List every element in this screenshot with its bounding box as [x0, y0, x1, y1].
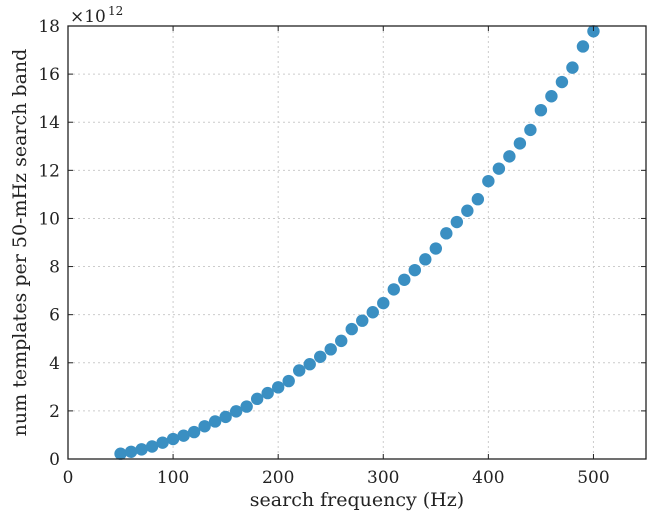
data-point: [261, 386, 274, 400]
y-tick-label: 14: [38, 113, 60, 133]
data-point: [250, 392, 264, 406]
grid-lines: [68, 26, 646, 459]
data-point: [492, 162, 506, 175]
data-point: [293, 364, 306, 377]
data-point: [198, 420, 211, 433]
data-point: [513, 137, 527, 150]
x-axis-ticks: 0 100 200 300 400 500: [63, 26, 610, 488]
y-axis-ticks: 0 2 4 6 8 10 12 14 16 18: [38, 17, 646, 470]
y-axis-label: num templates per 50-mHz search band: [9, 49, 31, 437]
data-point: [356, 314, 369, 327]
data-point: [345, 322, 358, 336]
data-point: [177, 429, 190, 442]
x-tick-label: 500: [577, 468, 609, 488]
data-point: [429, 242, 443, 255]
data-point: [366, 306, 379, 319]
data-point: [135, 443, 148, 456]
data-point: [114, 447, 127, 460]
data-point: [450, 215, 464, 229]
data-point: [555, 75, 569, 89]
y-tick-label: 12: [38, 161, 60, 181]
data-point: [524, 123, 537, 137]
data-point: [419, 253, 432, 266]
data-point: [398, 273, 411, 286]
data-point: [124, 445, 138, 458]
y-multiplier-base: ×10: [70, 7, 106, 27]
data-point: [314, 350, 327, 363]
data-point: [534, 103, 548, 117]
y-tick-label: 6: [49, 306, 60, 326]
data-point: [324, 343, 337, 356]
y-tick-label: 10: [38, 209, 60, 229]
data-point: [471, 193, 485, 206]
data-point: [335, 334, 348, 348]
y-tick-label: 4: [49, 354, 60, 374]
data-point: [187, 425, 201, 439]
data-point: [377, 296, 390, 310]
y-tick-label: 8: [49, 258, 60, 278]
x-axis-label: search frequency (Hz): [250, 489, 464, 511]
data-points: [114, 25, 600, 460]
x-tick-label: 400: [472, 468, 504, 488]
data-point: [208, 415, 222, 428]
data-point: [303, 358, 316, 371]
y-tick-label: 18: [38, 17, 60, 37]
data-point: [461, 204, 474, 217]
data-point: [156, 436, 169, 449]
data-point: [387, 283, 400, 296]
data-point: [166, 432, 180, 446]
data-point: [145, 440, 159, 453]
x-tick-label: 300: [367, 468, 399, 488]
data-point: [545, 90, 558, 103]
y-axis-multiplier: ×10 12: [70, 4, 123, 27]
data-point: [587, 25, 600, 38]
data-point: [408, 263, 421, 277]
data-point: [576, 40, 590, 53]
y-tick-label: 16: [38, 65, 60, 85]
data-point: [229, 405, 243, 418]
y-tick-label: 2: [49, 402, 60, 422]
data-point: [271, 381, 285, 394]
data-point: [240, 400, 253, 413]
x-tick-label: 0: [63, 468, 74, 488]
data-point: [566, 61, 579, 74]
y-multiplier-exponent: 12: [108, 4, 123, 18]
data-point: [503, 150, 516, 163]
y-tick-label: 0: [49, 450, 60, 470]
data-point: [482, 174, 495, 188]
data-point: [282, 374, 295, 388]
x-tick-label: 200: [262, 468, 294, 488]
plot-frame: [67, 25, 647, 460]
x-tick-label: 100: [157, 468, 189, 488]
data-point: [440, 227, 453, 240]
data-point: [219, 410, 232, 424]
